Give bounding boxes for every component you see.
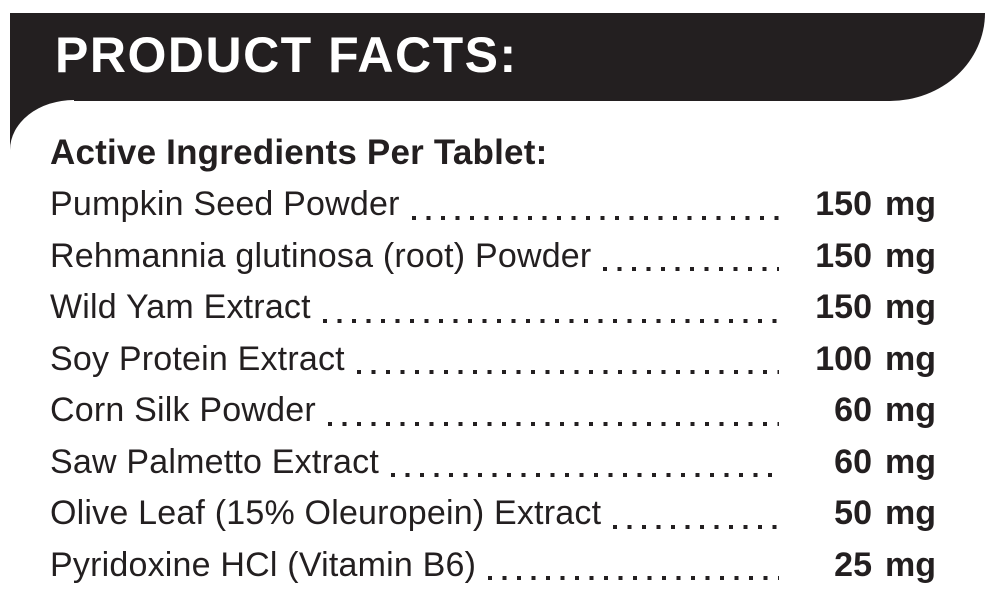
ingredient-value: 150 [815,288,872,326]
ingredient-unit: mg [885,185,936,223]
dot-leader [327,421,779,426]
ingredient-value: 50 [834,494,872,532]
ingredient-unit: mg [885,545,936,584]
ingredient-value: 100 [815,339,872,378]
dot-leader [603,267,779,271]
ingredient-unit: mg [885,494,936,532]
ingredient-amount: 25 mg [795,540,936,592]
dot-leader [356,370,779,374]
ingredient-name: Pyridoxine HCl (Vitamin B6) [50,545,477,584]
ingredient-unit: mg [885,288,936,326]
ingredient-amount: 50 mg [795,488,936,540]
ingredient-row: Pyridoxine HCl (Vitamin B6) 25 mg [50,540,936,592]
ingredient-row: Olive Leaf (15% Oleuropein) Extract 50 mg [50,488,936,540]
section-title: Active Ingredients Per Tablet: [50,133,548,172]
dot-leader [488,576,779,580]
dot-leader [322,318,779,323]
ingredient-value: 150 [815,236,872,275]
ingredient-amount: 100 mg [795,334,936,386]
ingredient-row: Pumpkin Seed Powder 150 mg [50,179,936,231]
ingredient-unit: mg [885,236,936,275]
ingredient-row: Rehmannia glutinosa (root) Powder 150 mg [50,231,936,283]
ingredient-amount: 150 mg [795,282,936,334]
ingredient-row: Soy Protein Extract 100 mg [50,334,936,386]
ingredient-amount: 150 mg [795,179,936,231]
ingredient-value: 60 [834,391,872,429]
banner-title: PRODUCT FACTS: [55,27,518,83]
ingredient-amount: 60 mg [795,385,936,437]
ingredient-name: Olive Leaf (15% Oleuropein) Extract [50,494,602,532]
ingredient-name: Saw Palmetto Extract [50,442,380,481]
ingredient-value: 60 [834,442,872,481]
ingredient-row: Corn Silk Powder 60 mg [50,385,936,437]
ingredient-name: Corn Silk Powder [50,391,316,429]
ingredient-amount: 150 mg [795,231,936,283]
dot-leader [411,215,779,220]
ingredient-row: Saw Palmetto Extract 60 mg [50,437,936,489]
ingredient-amount: 60 mg [795,437,936,489]
dot-leader [391,473,779,477]
ingredient-value: 25 [834,545,872,584]
dot-leader [613,524,779,529]
ingredient-row: Wild Yam Extract 150 mg [50,282,936,334]
product-facts-banner: PRODUCT FACTS: [10,13,985,101]
ingredient-unit: mg [885,339,936,378]
ingredients-section: Active Ingredients Per Tablet: Pumpkin S… [50,127,936,591]
banner-swoosh-tail [10,100,74,150]
ingredient-value: 150 [815,185,872,223]
ingredient-unit: mg [885,391,936,429]
ingredient-name: Rehmannia glutinosa (root) Powder [50,236,592,275]
ingredient-name: Wild Yam Extract [50,288,311,326]
ingredient-name: Pumpkin Seed Powder [50,185,400,223]
ingredient-name: Soy Protein Extract [50,339,345,378]
ingredient-unit: mg [885,442,936,481]
